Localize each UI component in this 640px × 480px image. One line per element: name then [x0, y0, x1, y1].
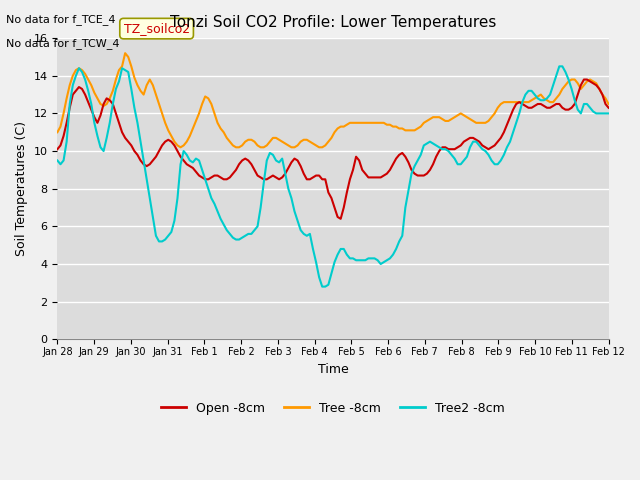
Legend: Open -8cm, Tree -8cm, Tree2 -8cm: Open -8cm, Tree -8cm, Tree2 -8cm	[156, 397, 509, 420]
Text: TZ_soilco2: TZ_soilco2	[124, 22, 189, 35]
Title: Tonzi Soil CO2 Profile: Lower Temperatures: Tonzi Soil CO2 Profile: Lower Temperatur…	[170, 15, 496, 30]
Text: No data for f_TCW_4: No data for f_TCW_4	[6, 38, 120, 49]
X-axis label: Time: Time	[317, 362, 348, 375]
Y-axis label: Soil Temperatures (C): Soil Temperatures (C)	[15, 121, 28, 256]
Text: No data for f_TCE_4: No data for f_TCE_4	[6, 14, 116, 25]
